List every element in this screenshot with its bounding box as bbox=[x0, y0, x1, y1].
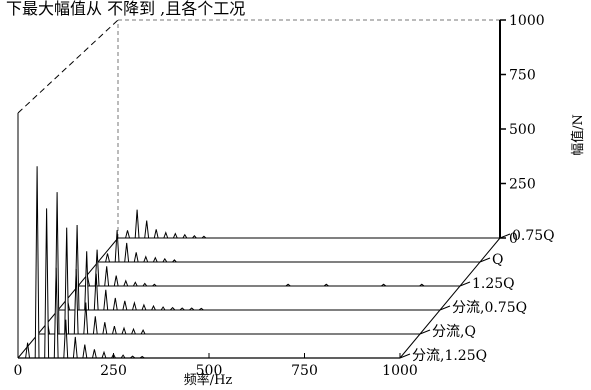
depth-edge-left-top bbox=[17, 19, 119, 114]
series-fill-2 bbox=[98, 230, 480, 262]
series-line-1 bbox=[118, 209, 500, 239]
series-label-leader-2 bbox=[479, 257, 491, 263]
x-axis-title: 频率/Hz bbox=[184, 372, 233, 388]
series-label-5: 分流,Q bbox=[432, 324, 476, 340]
frame-lines bbox=[17, 19, 501, 359]
depth-edge-right-bottom bbox=[399, 237, 501, 359]
z-tick-label: 500 bbox=[509, 122, 536, 138]
series-line-4 bbox=[58, 224, 440, 311]
series-label-1: 0.75Q bbox=[512, 228, 555, 244]
series-fill-4 bbox=[58, 225, 440, 310]
x-tick-label: 0 bbox=[14, 363, 23, 379]
z-tick-label: 750 bbox=[509, 68, 536, 84]
series-fill-1 bbox=[118, 209, 500, 238]
series-layer: 0.75Q Q 1.25Q 分流,0.75Q 分流,Q 分流,1.25Q bbox=[18, 166, 555, 364]
z-tick-label: 250 bbox=[509, 177, 536, 193]
series-slice-5: 分流,Q bbox=[38, 192, 476, 340]
series-slice-3: 1.25Q bbox=[78, 249, 515, 292]
series-slice-4: 分流,0.75Q bbox=[58, 224, 527, 316]
series-label-6: 分流,1.25Q bbox=[412, 348, 487, 364]
series-fill-5 bbox=[38, 192, 420, 334]
series-label-leader-5 bbox=[419, 329, 431, 335]
x-tick-label: 500 bbox=[196, 363, 223, 379]
x-tick-label: 750 bbox=[291, 363, 318, 379]
series-slice-1: 0.75Q bbox=[118, 209, 555, 244]
series-fill-6 bbox=[18, 166, 400, 358]
series-slice-2: Q bbox=[98, 230, 503, 268]
x-tick-label: 1000 bbox=[382, 363, 418, 379]
z-axis-title: 幅值/N bbox=[570, 114, 586, 156]
series-label-4: 分流,0.75Q bbox=[452, 300, 527, 316]
series-label-leader-3 bbox=[459, 281, 471, 287]
series-label-leader-4 bbox=[439, 305, 451, 311]
z-tick-label: 0 bbox=[509, 231, 518, 247]
z-tick-label: 1000 bbox=[509, 13, 545, 29]
axes-layer: 0 250 500 750 1000 频率/Hz 0 250 500 750 1000 幅值/N bbox=[14, 13, 586, 388]
series-label-3: 1.25Q bbox=[472, 276, 515, 292]
header-text-fragment: 下最大幅值从 不降到 ,且各个工况 bbox=[6, 0, 245, 18]
x-tick-label: 250 bbox=[100, 363, 127, 379]
series-label-2: Q bbox=[492, 252, 503, 268]
series-label-leader-6 bbox=[399, 353, 411, 359]
series-line-5 bbox=[38, 192, 420, 335]
series-fill-3 bbox=[78, 249, 460, 286]
